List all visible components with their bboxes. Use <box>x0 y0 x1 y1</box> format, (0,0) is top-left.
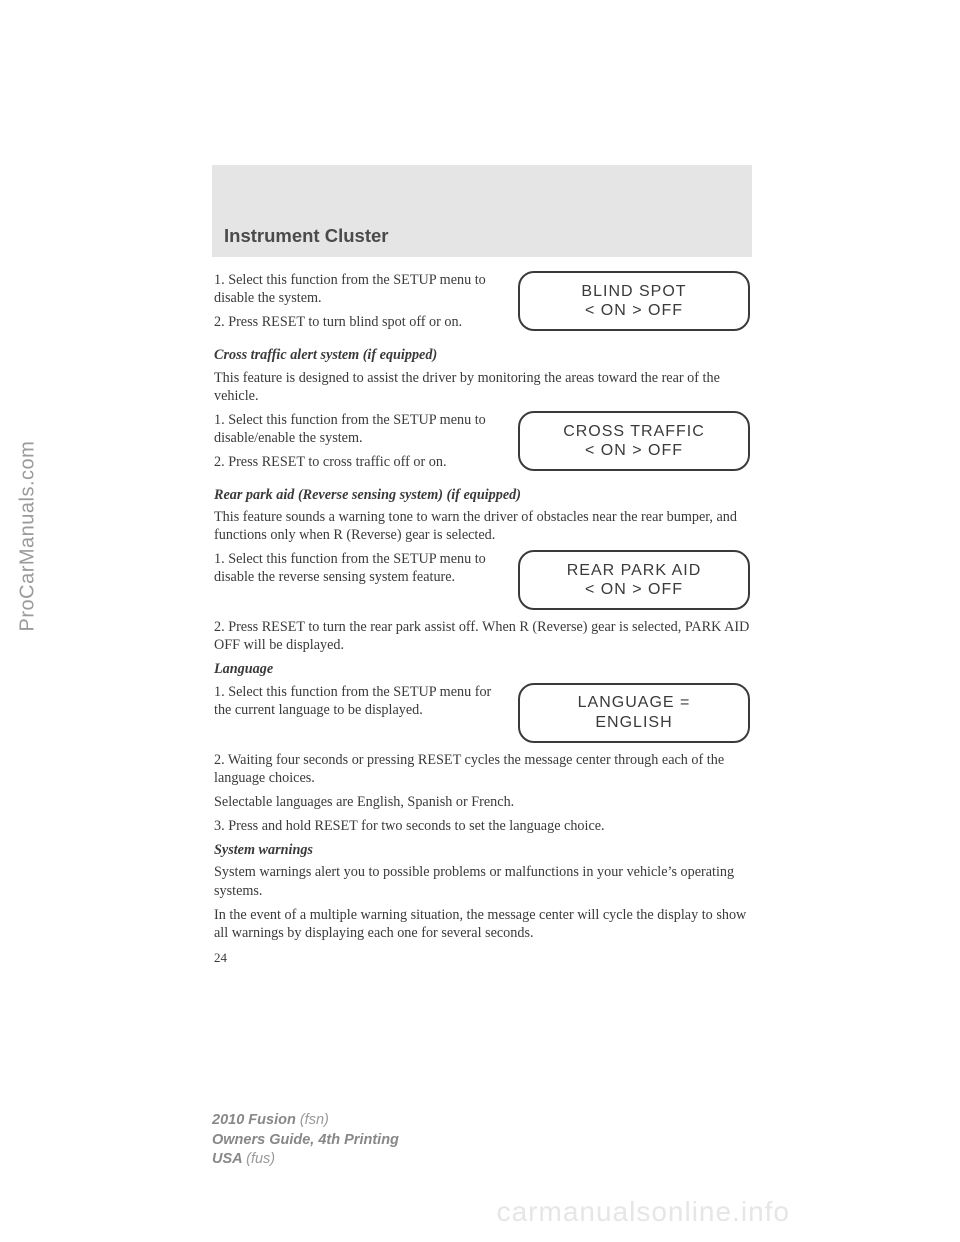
rear-park-intro: This feature sounds a warning tone to wa… <box>214 508 750 544</box>
language-step-3: 3. Press and hold RESET for two seconds … <box>214 817 750 835</box>
page-number: 24 <box>214 950 750 967</box>
watermark-bottom: carmanualsonline.info <box>497 1196 790 1228</box>
language-options: Selectable languages are English, Spanis… <box>214 793 750 811</box>
page-title: Instrument Cluster <box>224 225 388 247</box>
display-line-2: < ON > OFF <box>585 441 683 460</box>
display-line-2: < ON > OFF <box>585 580 683 599</box>
blind-spot-step-2: 2. Press RESET to turn blind spot off or… <box>214 313 498 331</box>
footer-line-1: 2010 Fusion (fsn) <box>212 1111 399 1131</box>
header-bar: Instrument Cluster <box>212 165 752 257</box>
display-line-1: REAR PARK AID <box>567 561 702 580</box>
language-head: Language <box>214 660 750 678</box>
footer-region: USA <box>212 1151 246 1167</box>
footer-code-2: (fus) <box>246 1151 275 1167</box>
blind-spot-display: BLIND SPOT < ON > OFF <box>518 271 750 331</box>
page-body: Instrument Cluster 1. Select this functi… <box>212 165 752 967</box>
footer-line-3: USA (fus) <box>212 1150 399 1170</box>
language-step-2: 2. Waiting four seconds or pressing RESE… <box>214 751 750 787</box>
footer: 2010 Fusion (fsn) Owners Guide, 4th Prin… <box>212 1111 399 1170</box>
display-line-2: < ON > OFF <box>585 301 683 320</box>
cross-traffic-step-2: 2. Press RESET to cross traffic off or o… <box>214 453 498 471</box>
watermark-left: ProCarManuals.com <box>17 441 40 632</box>
footer-code-1: (fsn) <box>300 1112 329 1128</box>
content: 1. Select this function from the SETUP m… <box>212 257 752 967</box>
cross-traffic-step-1: 1. Select this function from the SETUP m… <box>214 411 498 447</box>
display-line-1: CROSS TRAFFIC <box>563 422 705 441</box>
display-line-1: BLIND SPOT <box>581 282 686 301</box>
footer-model: 2010 Fusion <box>212 1112 300 1128</box>
system-warnings-p2: In the event of a multiple warning situa… <box>214 906 750 942</box>
display-line-2: ENGLISH <box>595 713 672 732</box>
system-warnings-head: System warnings <box>214 841 750 859</box>
blind-spot-step-1: 1. Select this function from the SETUP m… <box>214 271 498 307</box>
cross-traffic-row: 1. Select this function from the SETUP m… <box>214 411 750 478</box>
language-row: 1. Select this function from the SETUP m… <box>214 683 750 743</box>
blind-spot-row: 1. Select this function from the SETUP m… <box>214 271 750 338</box>
cross-traffic-head: Cross traffic alert system (if equipped) <box>214 346 750 364</box>
language-display: LANGUAGE = ENGLISH <box>518 683 750 743</box>
footer-line-2: Owners Guide, 4th Printing <box>212 1131 399 1151</box>
rear-park-row: 1. Select this function from the SETUP m… <box>214 550 750 610</box>
rear-park-step-2: 2. Press RESET to turn the rear park ass… <box>214 618 750 654</box>
rear-park-step-1: 1. Select this function from the SETUP m… <box>214 550 498 586</box>
cross-traffic-display: CROSS TRAFFIC < ON > OFF <box>518 411 750 471</box>
language-step-1: 1. Select this function from the SETUP m… <box>214 683 498 719</box>
cross-traffic-text: 1. Select this function from the SETUP m… <box>214 411 498 478</box>
rear-park-display: REAR PARK AID < ON > OFF <box>518 550 750 610</box>
rear-park-head: Rear park aid (Reverse sensing system) (… <box>214 486 750 504</box>
display-line-1: LANGUAGE = <box>578 693 691 712</box>
cross-traffic-intro: This feature is designed to assist the d… <box>214 369 750 405</box>
language-text: 1. Select this function from the SETUP m… <box>214 683 498 725</box>
blind-spot-text: 1. Select this function from the SETUP m… <box>214 271 498 338</box>
system-warnings-p1: System warnings alert you to possible pr… <box>214 863 750 899</box>
rear-park-text: 1. Select this function from the SETUP m… <box>214 550 498 592</box>
